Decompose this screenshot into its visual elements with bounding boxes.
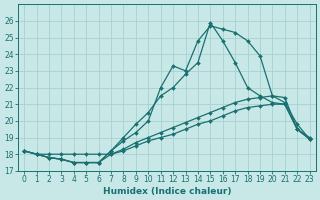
X-axis label: Humidex (Indice chaleur): Humidex (Indice chaleur)	[103, 187, 231, 196]
